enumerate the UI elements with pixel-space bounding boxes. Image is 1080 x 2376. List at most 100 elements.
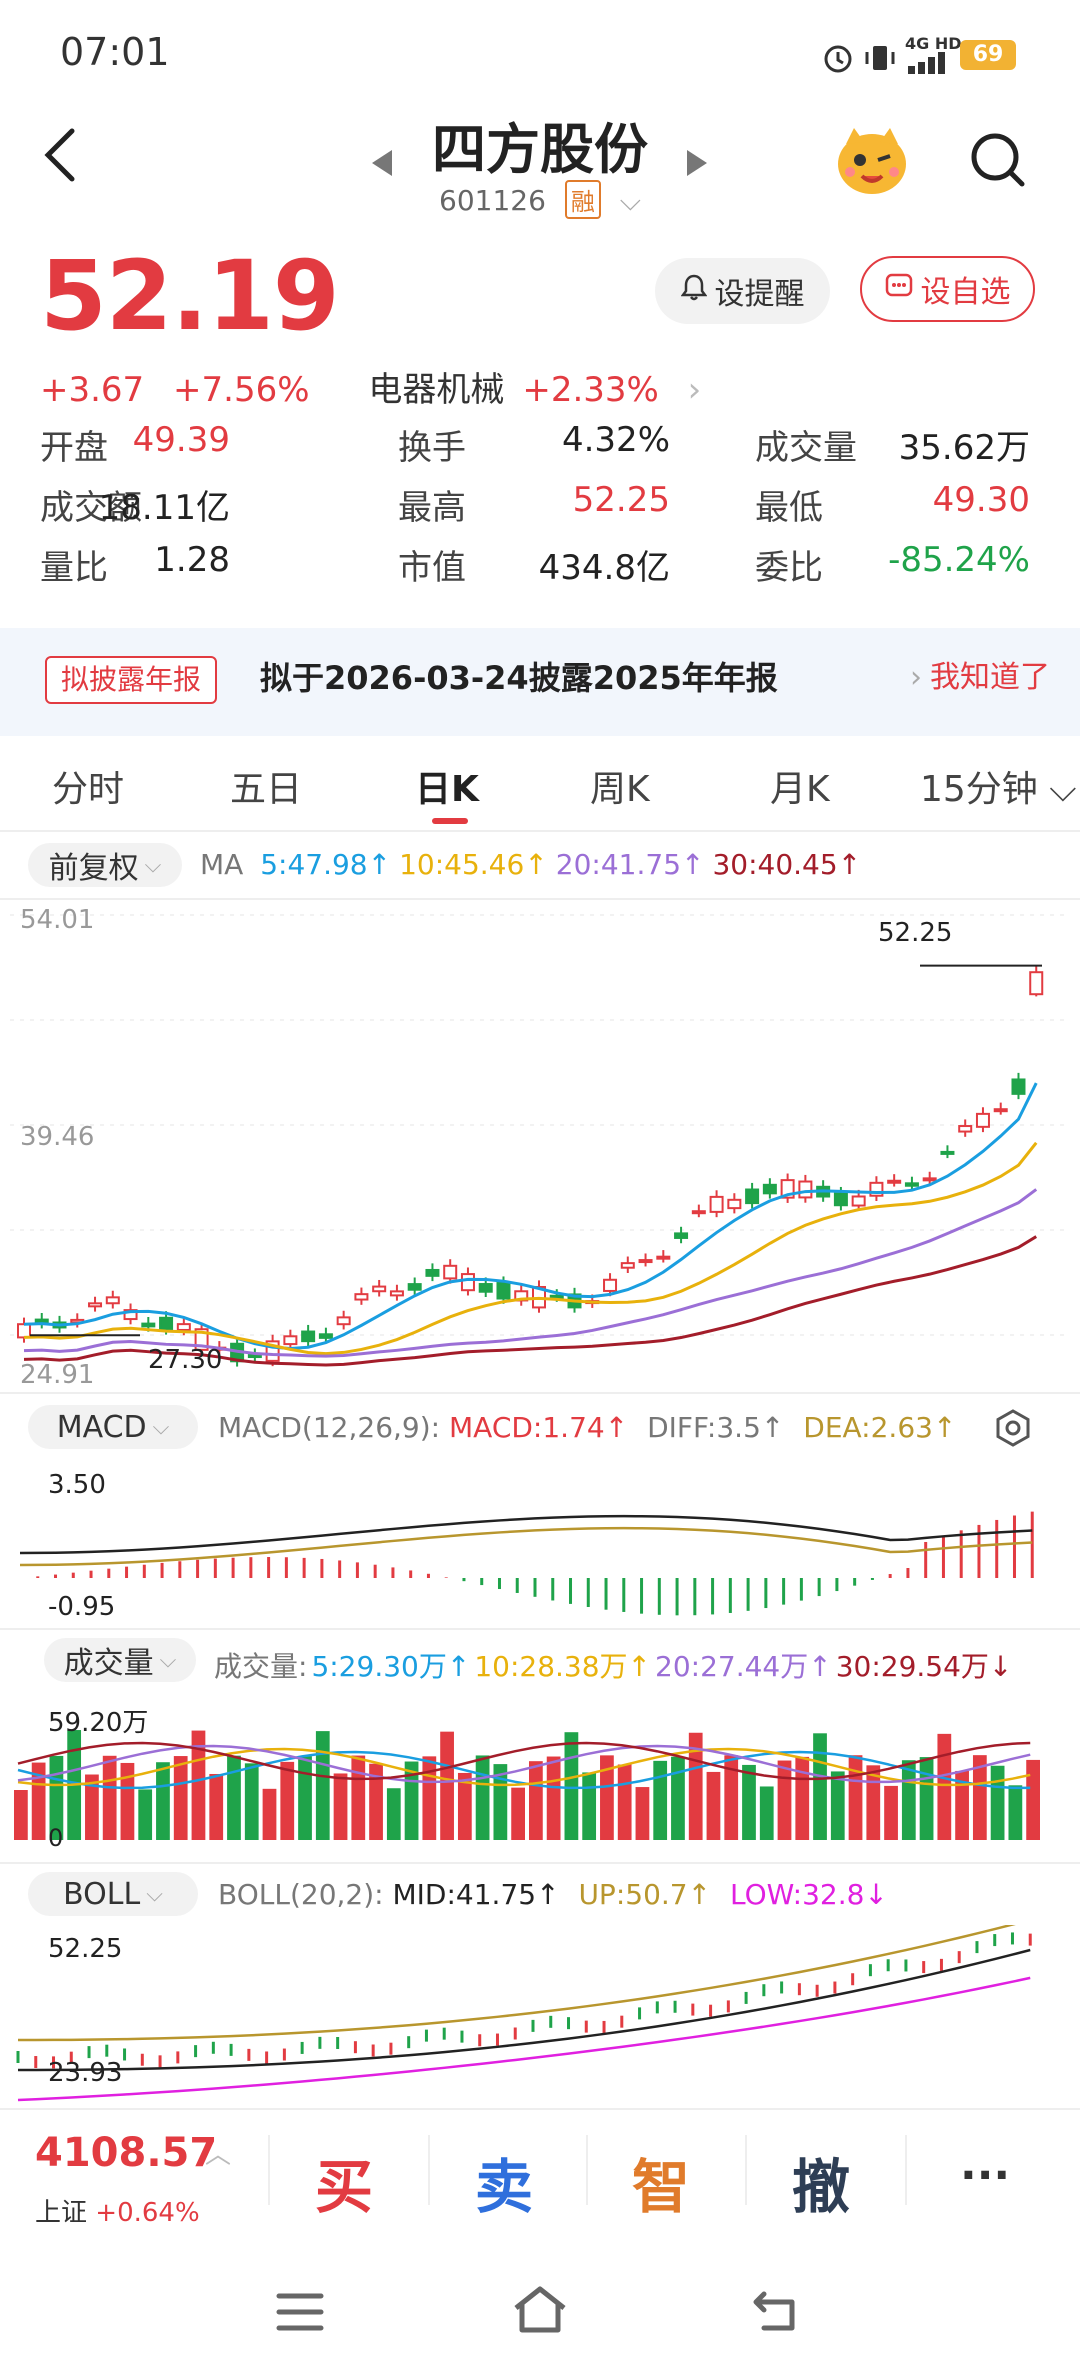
tab-5[interactable]: 15分钟 ⌵ xyxy=(920,769,1077,810)
tab-0[interactable]: 分时 xyxy=(52,769,125,810)
quote-value: 49.39 xyxy=(132,420,230,460)
buy-button[interactable]: 买 xyxy=(315,2153,374,2221)
back-nav-icon[interactable] xyxy=(752,2288,804,2340)
home-icon[interactable] xyxy=(510,2284,570,2340)
notice-dismiss-button[interactable]: › 我知道了 xyxy=(910,656,1050,700)
candle xyxy=(727,1198,742,1210)
stock-code: 601126 xyxy=(439,184,546,217)
back-button[interactable] xyxy=(40,125,80,185)
quote-label: 最低 xyxy=(755,488,823,528)
notice-tag: 拟披露年报 xyxy=(45,656,218,704)
candle xyxy=(88,1302,103,1308)
candle xyxy=(1029,971,1044,996)
divider xyxy=(905,2135,907,2205)
candle xyxy=(460,1273,475,1292)
volume-chart[interactable] xyxy=(0,1690,1080,1860)
macd-value: MACD:1.74↑ xyxy=(449,1411,629,1444)
diff-line xyxy=(19,1514,1033,1555)
watchlist-icon xyxy=(885,271,913,307)
candle xyxy=(887,1179,902,1184)
volume-bar xyxy=(919,1757,934,1840)
quote-label: 最高 xyxy=(398,488,466,528)
volume-bar xyxy=(31,1762,46,1840)
candle xyxy=(603,1278,618,1292)
candle xyxy=(425,1268,440,1277)
candle xyxy=(993,1108,1008,1113)
boll-chart[interactable] xyxy=(0,1925,1080,2105)
boll-dropdown[interactable]: BOLL ⌵ xyxy=(28,1872,198,1916)
mascot-icon[interactable] xyxy=(832,120,912,200)
divider xyxy=(0,1392,1080,1394)
volume-bar xyxy=(777,1760,792,1840)
volume-bar xyxy=(1026,1759,1040,1840)
volume-bar xyxy=(191,1730,206,1840)
adjust-dropdown[interactable]: 前复权 ⌵ xyxy=(28,843,182,887)
candle xyxy=(745,1188,760,1205)
volume-bar xyxy=(209,1773,224,1840)
next-stock-button[interactable] xyxy=(685,148,709,182)
sector-link[interactable]: 电器机械 +2.33% › xyxy=(368,370,719,410)
price-change: +3.67 xyxy=(40,370,145,410)
add-watchlist-button[interactable]: 设自选 xyxy=(860,256,1035,322)
candle xyxy=(354,1293,369,1301)
ma-line xyxy=(23,1235,1038,1367)
ma-line xyxy=(23,1082,1038,1351)
settings-icon[interactable] xyxy=(993,1408,1033,1452)
candle xyxy=(389,1290,404,1297)
boll-up-line xyxy=(17,1925,1016,2042)
candle xyxy=(975,1112,990,1128)
candle xyxy=(336,1316,351,1326)
volume-bar xyxy=(262,1788,277,1840)
sell-button[interactable]: 卖 xyxy=(475,2153,534,2221)
candle xyxy=(496,1282,511,1300)
ma-value: 30:40.45↑ xyxy=(712,848,862,881)
quote-label: 开盘 xyxy=(40,428,108,468)
index-value[interactable]: 4108.57 xyxy=(35,2130,218,2176)
volume-dropdown[interactable]: 成交量 ⌵ xyxy=(44,1638,196,1682)
tab-1[interactable]: 五日 xyxy=(230,769,303,810)
notice-text[interactable]: 拟于2026-03-24披露2025年年报 xyxy=(260,659,778,697)
volume-bar xyxy=(315,1731,330,1840)
set-alert-button[interactable]: 设提醒 xyxy=(655,258,830,324)
cancel-order-button[interactable]: 撤 xyxy=(792,2153,851,2221)
volume-bar xyxy=(85,1774,99,1840)
quote-value: 35.62万 xyxy=(898,428,1030,468)
volume-bar xyxy=(475,1755,490,1840)
chevron-down-icon: ⌵ xyxy=(144,852,162,878)
smart-button[interactable]: 智 xyxy=(632,2153,691,2221)
menu-icon[interactable] xyxy=(275,2290,325,2338)
volume-label: 成交量: xyxy=(214,1650,308,1683)
prev-stock-button[interactable] xyxy=(370,148,394,182)
candle xyxy=(798,1180,813,1199)
margin-badge: 融 xyxy=(564,180,601,219)
search-icon[interactable] xyxy=(968,130,1028,194)
chevron-up-icon[interactable]: ︿ xyxy=(205,2140,232,2170)
chevron-down-icon: ⌵ xyxy=(152,1414,170,1440)
sector-pct: +2.33% xyxy=(522,370,659,410)
tab-3[interactable]: 周K xyxy=(590,769,650,810)
candle xyxy=(443,1264,458,1280)
volume-bar xyxy=(298,1756,312,1840)
volume-bar xyxy=(830,1771,845,1840)
ma-value: 10:45.46↑ xyxy=(399,848,548,881)
kline-chart[interactable] xyxy=(0,900,1080,1390)
bell-icon xyxy=(680,273,707,309)
stock-name: 四方股份 xyxy=(432,118,648,181)
chevron-down-icon[interactable]: ⌵ xyxy=(619,184,641,217)
price-change-pct: +7.56% xyxy=(173,370,310,410)
candle xyxy=(105,1296,120,1305)
divider xyxy=(0,1862,1080,1864)
boll-low: LOW:32.8↓ xyxy=(729,1878,888,1911)
divider xyxy=(428,2135,430,2205)
volume-bar xyxy=(511,1787,525,1840)
macd-chart[interactable] xyxy=(0,1458,1080,1628)
volume-bar xyxy=(848,1755,863,1840)
more-button[interactable]: ··· xyxy=(960,2150,1011,2201)
quote-value: 18.11亿 xyxy=(98,488,230,528)
tab-4[interactable]: 月K xyxy=(770,769,830,810)
tab-2[interactable]: 日K xyxy=(415,769,479,810)
ma-value: 20:41.75↑ xyxy=(555,848,705,881)
volume-ma-value: 30:29.54万↓ xyxy=(835,1650,1013,1683)
macd-dropdown[interactable]: MACD ⌵ xyxy=(28,1405,198,1449)
volume-bar xyxy=(546,1756,561,1840)
